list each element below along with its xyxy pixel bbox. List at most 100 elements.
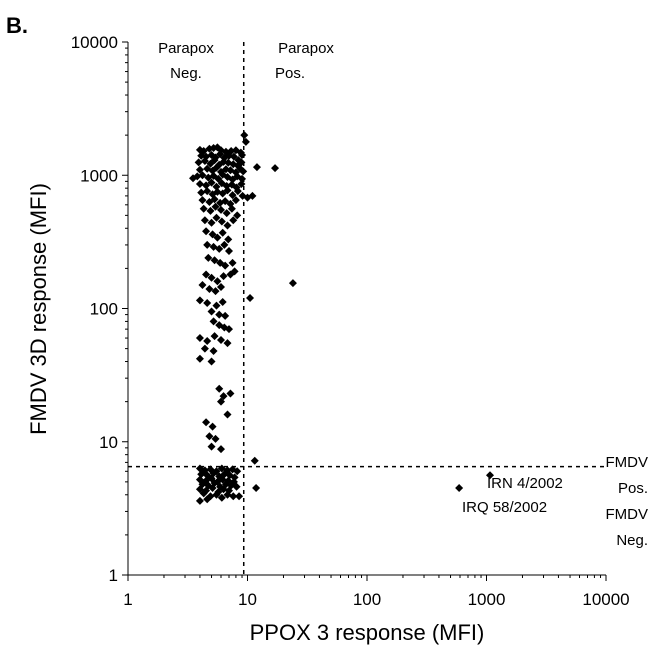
data-point — [224, 325, 233, 334]
data-point — [221, 311, 230, 320]
data-point — [219, 485, 228, 494]
data-point — [204, 253, 213, 262]
data-point — [223, 410, 232, 419]
data-point — [205, 432, 214, 441]
y-axis-title: FMDV 3D response (MFI) — [26, 183, 51, 435]
fmdv-neg-label-line2: Neg. — [616, 532, 648, 549]
ticks — [122, 41, 607, 581]
data-point — [207, 273, 216, 282]
data-point — [213, 277, 222, 286]
x-axis-title: PPOX 3 response (MFI) — [250, 620, 485, 645]
data-point — [213, 233, 222, 242]
data-point — [235, 492, 244, 501]
annotations: IRN 4/2002 IRQ 58/2002 — [462, 475, 563, 516]
fmdv-pos-label-line1: FMDV — [606, 454, 649, 471]
data-point — [194, 158, 203, 167]
data-point — [237, 158, 246, 167]
x-tick-label: 10 — [238, 590, 257, 609]
data-point — [195, 354, 204, 363]
data-point — [199, 489, 208, 498]
data-point — [216, 205, 225, 214]
data-point — [212, 213, 221, 222]
data-point — [202, 418, 211, 427]
data-point — [233, 211, 242, 220]
region-labels: Parapox Neg. Parapox Pos. FMDV Pos. FMDV… — [158, 40, 648, 549]
x-tick-label: 10000 — [582, 590, 629, 609]
data-point — [212, 490, 221, 499]
data-point — [208, 422, 217, 431]
data-point — [486, 471, 495, 480]
data-point — [216, 397, 225, 406]
data-point — [221, 261, 230, 270]
data-point — [211, 202, 220, 211]
data-point — [200, 156, 209, 165]
data-point — [193, 172, 202, 181]
data-point — [211, 287, 220, 296]
parapox-pos-label-line2: Pos. — [275, 65, 305, 82]
x-tick-label: 100 — [353, 590, 381, 609]
data-point — [231, 196, 240, 205]
data-point — [237, 179, 246, 188]
data-point — [203, 495, 212, 504]
data-point — [232, 482, 241, 491]
data-point — [233, 467, 242, 476]
data-point — [227, 204, 236, 213]
data-point — [203, 240, 212, 249]
annotation-irn: IRN 4/2002 — [487, 475, 563, 492]
fmdv-pos-label-line2: Pos. — [618, 480, 648, 497]
data-point — [228, 191, 237, 200]
data-point — [207, 307, 216, 316]
cutoff-lines — [128, 42, 606, 575]
data-point — [212, 301, 221, 310]
data-point — [203, 298, 212, 307]
data-point — [221, 197, 230, 206]
data-point — [207, 218, 216, 227]
data-point — [288, 279, 297, 288]
data-point — [209, 346, 218, 355]
data-point — [220, 240, 229, 249]
data-point — [195, 165, 204, 174]
data-point — [216, 282, 225, 291]
data-point — [224, 235, 233, 244]
data-point — [240, 131, 249, 140]
data-point — [248, 191, 257, 200]
data-point — [218, 297, 227, 306]
data-point — [200, 344, 209, 353]
annotation-irq: IRQ 58/2002 — [462, 499, 547, 516]
data-point — [212, 182, 221, 191]
data-point — [223, 339, 232, 348]
data-point — [217, 493, 226, 502]
data-point — [199, 204, 208, 213]
data-point — [252, 163, 261, 172]
data-point — [224, 247, 233, 256]
data-point — [207, 178, 216, 187]
data-point — [195, 179, 204, 188]
data-point — [229, 492, 238, 501]
tick-labels: 1 10 100 1000 10000 1 10 100 1000 10000 — [71, 33, 630, 609]
data-point — [210, 332, 219, 341]
data-point — [215, 384, 224, 393]
data-point — [241, 137, 250, 146]
data-point — [223, 186, 232, 195]
data-point — [252, 483, 261, 492]
data-point — [219, 272, 228, 281]
data-point — [203, 337, 212, 346]
data-point — [210, 256, 219, 265]
data-point — [218, 228, 227, 237]
data-point — [197, 470, 206, 479]
axes — [127, 42, 606, 576]
data-point — [228, 258, 237, 267]
data-point — [216, 445, 225, 454]
data-point — [205, 285, 214, 294]
y-tick-label: 100 — [90, 300, 118, 319]
data-point — [216, 336, 225, 345]
y-tick-label: 1 — [109, 566, 118, 585]
x-tick-label: 1000 — [468, 590, 506, 609]
data-point — [223, 221, 232, 230]
data-point — [195, 296, 204, 305]
data-point — [215, 244, 224, 253]
data-point — [226, 389, 235, 398]
data-point — [239, 167, 248, 176]
data-point — [195, 334, 204, 343]
